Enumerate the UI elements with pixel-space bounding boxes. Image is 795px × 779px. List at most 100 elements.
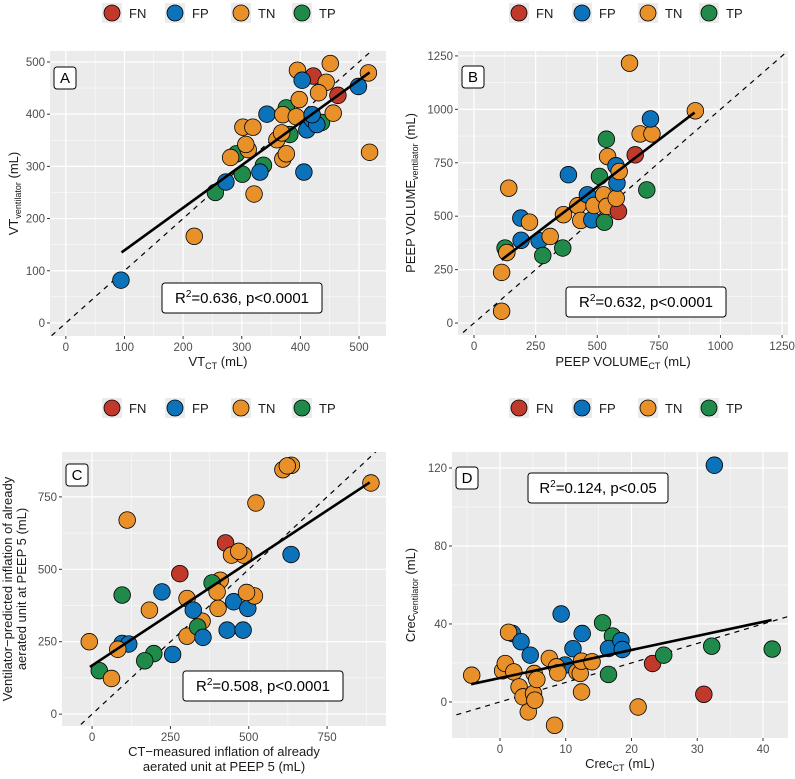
data-point-tn — [80, 633, 98, 651]
y-tick-label: 0 — [51, 709, 57, 721]
data-point-tn — [118, 511, 136, 529]
panel-c: FN FP TN TP 0 250 500 750 0 250 500 750 C R2=0.508, p… — [0, 398, 386, 774]
panel-d: FN FP TN TP 0 10 20 30 40 0 40 80 120 D R2=0.124, p<0.… — [403, 398, 788, 773]
legend-label: FN — [536, 6, 553, 21]
data-point-fp — [218, 621, 236, 639]
x-tick-label: 0 — [497, 744, 503, 756]
x-tick-label: 400 — [291, 342, 310, 354]
stat-annotation: R2=0.124, p<0.05 — [539, 479, 656, 497]
legend: FN FP TN TP — [509, 398, 743, 418]
legend-swatch-fp — [166, 399, 184, 417]
y-axis-title-unit: (mL) — [6, 152, 21, 182]
data-point-tp — [113, 586, 131, 604]
panel-label-box — [461, 65, 485, 89]
stat-text: =0.632, p<0.0001 — [595, 294, 713, 311]
data-point-fp — [705, 456, 724, 474]
data-point-tp — [554, 239, 572, 257]
stat-annotation: R2=0.632, p<0.0001 — [579, 293, 713, 311]
data-point-tn — [245, 185, 263, 203]
plot-area — [50, 51, 379, 336]
data-point-tn — [277, 145, 296, 163]
y-axis-title: VTventilator (mL) — [6, 152, 23, 236]
data-point-tn — [278, 457, 296, 475]
identity-line — [452, 615, 788, 717]
x-tick-label: 1000 — [708, 341, 734, 353]
y-tick-label: 0 — [447, 318, 453, 330]
panel-b: FN FP TN TP 0 250 500 750 1000 1250 0 250 500 750 1000… — [403, 3, 795, 371]
data-point-fp — [194, 628, 212, 647]
regression-line — [470, 618, 772, 686]
x-tick-label: 40 — [757, 744, 770, 756]
data-point-tn — [309, 84, 328, 102]
y-tick-label: 200 — [26, 214, 45, 226]
legend-swatch-tn — [639, 4, 657, 22]
data-point-fn — [626, 146, 644, 164]
y-tick-label: 500 — [434, 211, 453, 223]
x-tick-label: 300 — [232, 342, 251, 354]
y-tick-label: 250 — [434, 265, 453, 277]
panel-label: A — [60, 70, 70, 87]
y-axis-title: Crecventilator (mL) — [403, 548, 420, 642]
y-tick-label: 0 — [39, 318, 45, 330]
data-point-fp — [573, 624, 591, 643]
data-point-fp — [282, 545, 300, 564]
stat-annotation: R2=0.508, p<0.0001 — [196, 677, 330, 695]
legend-label: FN — [129, 401, 146, 416]
stat-text: =0.508, p<0.0001 — [212, 678, 330, 695]
legend-swatch-fp — [573, 4, 591, 22]
x-axis-title-unit: (mL) — [660, 354, 690, 369]
legend-label: TN — [258, 6, 275, 21]
y-tick-label: 1000 — [427, 104, 453, 116]
legend-label: TP — [726, 401, 743, 416]
stat-prefix: R — [196, 678, 207, 695]
y-axis-title-line: Ventilator−predicted inflation of alread… — [0, 476, 15, 701]
x-tick-label: 750 — [649, 341, 668, 353]
data-point-tn — [607, 189, 625, 207]
x-tick-label: 250 — [161, 732, 180, 744]
x-axis-title-unit: (mL) — [217, 354, 247, 369]
data-point-fn — [695, 685, 713, 704]
data-point-fp — [225, 593, 243, 611]
data-point-fp — [234, 621, 252, 639]
data-point-fp — [184, 601, 202, 619]
data-point-tn — [321, 54, 339, 73]
legend-label: TP — [319, 6, 336, 21]
legend-label: TN — [665, 401, 682, 416]
legend-label: TN — [665, 6, 682, 21]
regression-line — [500, 111, 696, 261]
x-axis-title: VTCT (mL) — [189, 354, 248, 371]
y-tick-label: 120 — [428, 463, 447, 475]
legend-swatch-tp — [700, 399, 718, 417]
panel-label-box — [455, 466, 479, 490]
y-axis-title-sub: ventilator — [410, 578, 420, 615]
data-point-tn — [102, 669, 121, 688]
y-tick-label: 250 — [38, 637, 57, 649]
data-point-tp — [763, 640, 781, 658]
x-tick-label: 0 — [63, 342, 69, 354]
panel-label-box — [65, 463, 89, 487]
regression-line — [89, 481, 371, 668]
data-point-tn — [247, 494, 265, 512]
x-axis-title-main: Crec — [585, 756, 613, 771]
data-point-tp — [703, 637, 721, 655]
y-tick-label: 1250 — [427, 51, 453, 63]
stat-superscript: 2 — [207, 677, 213, 688]
data-point-fp — [552, 605, 570, 623]
x-axis-title-main: VT — [189, 354, 206, 369]
panel-label: B — [468, 69, 478, 86]
data-point-tn — [629, 698, 647, 716]
data-point-fp — [521, 646, 539, 664]
data-point-tp — [595, 213, 614, 231]
legend: FN FP TN TP — [509, 3, 743, 23]
x-tick-label: 1250 — [769, 341, 795, 353]
stat-annotation-box — [527, 472, 669, 504]
y-axis-title-main: PEEP VOLUME — [403, 180, 418, 273]
legend-swatch-tn — [639, 399, 657, 417]
data-point-tn — [209, 599, 227, 618]
y-tick-label: 300 — [26, 161, 45, 173]
legend-swatch-tn — [232, 399, 250, 417]
data-point-fp — [512, 231, 530, 250]
stat-text: =0.124, p<0.05 — [556, 480, 657, 497]
data-point-fp — [512, 632, 530, 651]
y-tick-label: 500 — [26, 57, 45, 69]
